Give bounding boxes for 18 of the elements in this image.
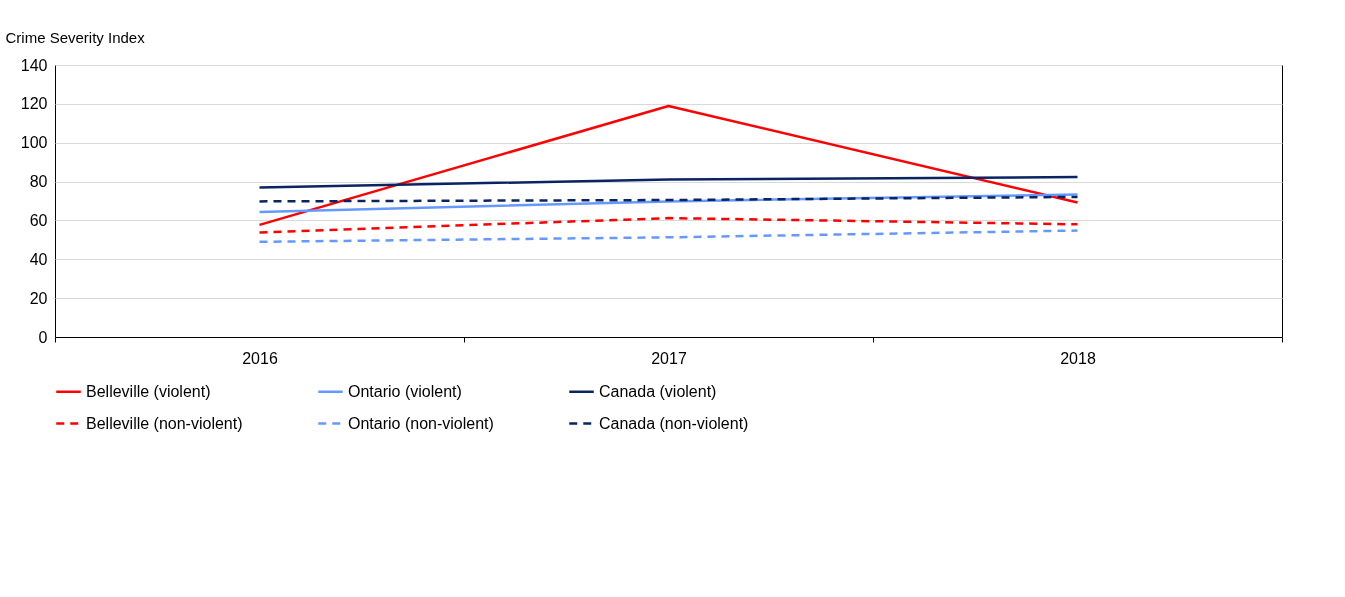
y-tick-label: 80 bbox=[29, 173, 48, 191]
y-tick-label: 100 bbox=[20, 134, 48, 152]
x-tick-label: 2016 bbox=[242, 349, 278, 367]
legend-label: Belleville (non-violent) bbox=[86, 414, 243, 432]
y-axis-title: Crime Severity Index bbox=[5, 28, 146, 46]
legend-label: Ontario (violent) bbox=[348, 382, 462, 400]
x-tick-label: 2018 bbox=[1060, 349, 1096, 367]
y-tick-label: 40 bbox=[29, 250, 48, 268]
y-tick-label: 140 bbox=[20, 56, 48, 74]
y-tick-label: 0 bbox=[38, 328, 48, 346]
legend-label: Canada (violent) bbox=[599, 382, 717, 400]
legend-label: Canada (non-violent) bbox=[599, 414, 749, 432]
legend-label: Belleville (violent) bbox=[86, 382, 211, 400]
legend-label: Ontario (non-violent) bbox=[348, 414, 494, 432]
x-tick-label: 2017 bbox=[651, 349, 687, 367]
y-tick-label: 60 bbox=[29, 211, 48, 229]
y-tick-label: 20 bbox=[29, 289, 48, 307]
y-tick-label: 120 bbox=[20, 95, 48, 113]
